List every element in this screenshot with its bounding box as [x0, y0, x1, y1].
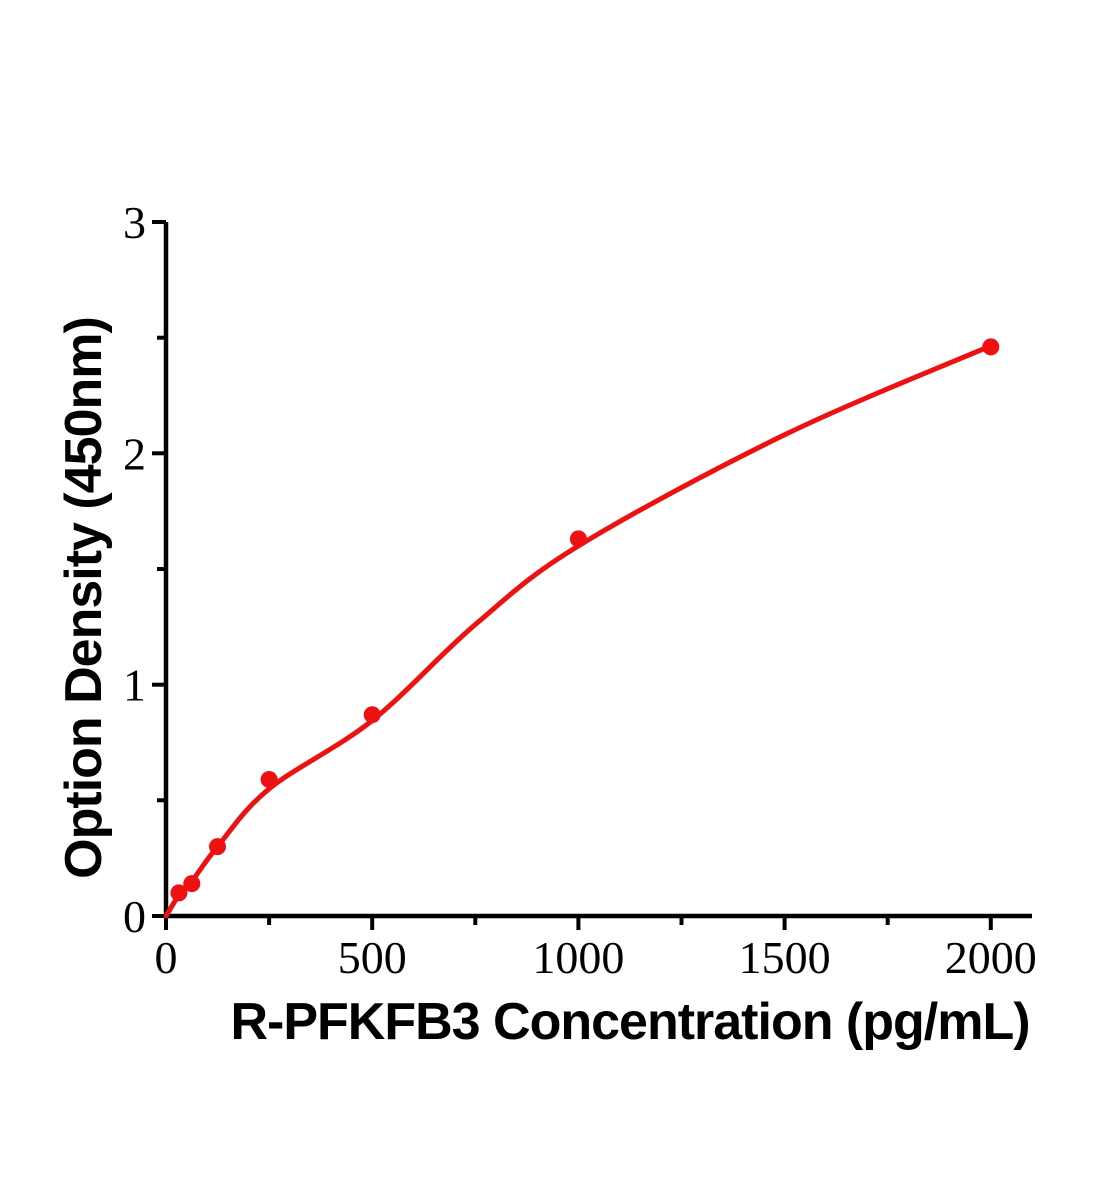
data-point [209, 838, 226, 856]
x-tick-label: 2000 [945, 932, 1037, 983]
x-tick-label: 1000 [532, 932, 624, 983]
x-axis-title: R-PFKFB3 Concentration (pg/mL) [230, 993, 1030, 1051]
y-axis-title: Option Density (450nm) [55, 317, 113, 879]
data-point [183, 875, 201, 893]
fit-curve [163, 343, 994, 919]
y-tick-label: 3 [123, 197, 146, 248]
x-tick-label: 1500 [739, 932, 831, 983]
x-tick-label: 500 [338, 932, 407, 983]
data-point [170, 884, 188, 902]
axis-spine [163, 222, 1032, 919]
x-tick-label: 0 [155, 932, 178, 983]
data-point [569, 530, 587, 548]
y-tick-label: 1 [123, 660, 146, 711]
data-point [982, 338, 1000, 356]
y-tick-label: 0 [123, 891, 146, 942]
data-point [260, 771, 278, 788]
y-tick-label: 2 [123, 428, 146, 479]
data-point [363, 706, 381, 724]
